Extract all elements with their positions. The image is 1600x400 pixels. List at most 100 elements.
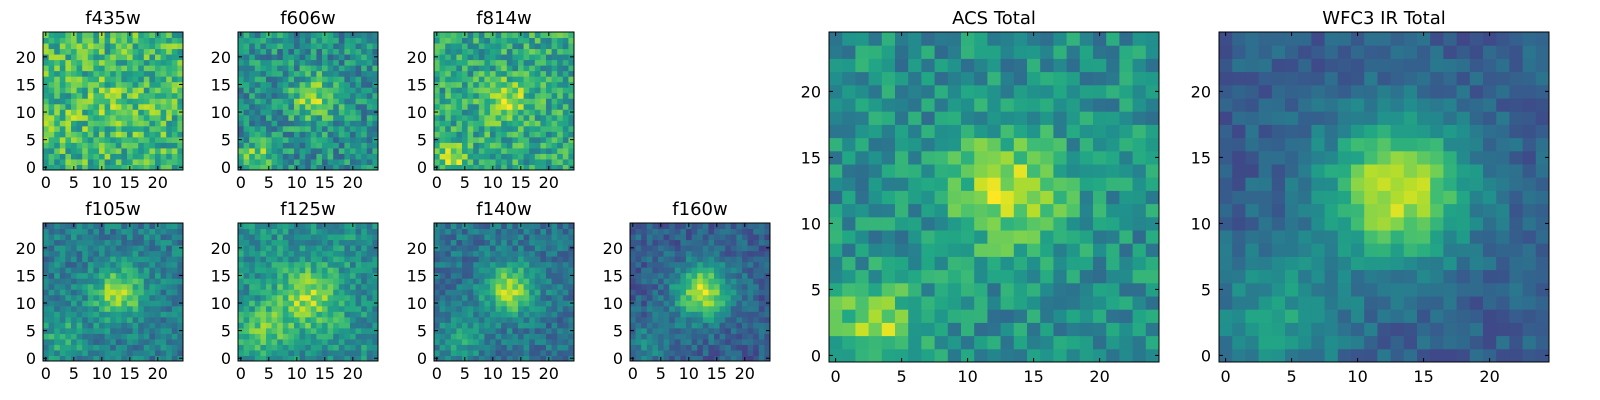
heatmap-cell bbox=[450, 344, 457, 351]
heatmap-cell bbox=[110, 245, 117, 252]
heatmap-cell bbox=[641, 283, 648, 290]
heatmap-cell bbox=[758, 267, 765, 274]
heatmap-cell bbox=[868, 335, 883, 350]
heatmap-cell bbox=[143, 272, 150, 279]
heatmap-cell bbox=[82, 59, 89, 66]
heatmap-cell bbox=[473, 261, 480, 268]
heatmap-cell bbox=[82, 344, 89, 351]
heatmap-cell bbox=[249, 48, 256, 55]
heatmap-cell bbox=[829, 322, 843, 337]
heatmap-cell bbox=[166, 125, 173, 132]
heatmap-cell bbox=[48, 349, 55, 356]
heatmap-cell bbox=[730, 250, 737, 257]
heatmap-cell bbox=[254, 245, 261, 252]
heatmap-cell bbox=[99, 234, 106, 241]
heatmap-cell bbox=[456, 76, 463, 83]
heatmap-cell bbox=[557, 114, 564, 121]
heatmap-cell bbox=[143, 98, 150, 105]
heatmap-cell bbox=[641, 228, 648, 235]
heatmap-cell bbox=[456, 136, 463, 143]
heatmap-cell bbox=[686, 272, 693, 279]
heatmap-cell bbox=[93, 70, 100, 77]
heatmap-cell bbox=[149, 250, 156, 257]
heatmap-cell bbox=[322, 153, 329, 160]
heatmap-cell bbox=[177, 59, 184, 66]
heatmap-cell bbox=[467, 43, 474, 50]
heatmap-cell bbox=[557, 131, 564, 138]
heatmap-cell bbox=[562, 294, 569, 301]
heatmap-cell bbox=[1145, 216, 1160, 231]
heatmap-cell bbox=[87, 311, 94, 318]
heatmap-cell bbox=[243, 54, 250, 61]
heatmap-cell bbox=[641, 256, 648, 263]
heatmap-cell bbox=[143, 153, 150, 160]
heatmap-cell bbox=[160, 261, 167, 268]
heatmap-cell bbox=[43, 48, 50, 55]
heatmap-cell bbox=[82, 147, 89, 154]
heatmap-cell bbox=[518, 338, 525, 345]
heatmap-cell bbox=[842, 216, 856, 231]
heatmap-cell bbox=[529, 267, 536, 274]
heatmap-cell bbox=[518, 234, 525, 241]
heatmap-cell bbox=[76, 158, 83, 165]
heatmap-cell bbox=[266, 228, 273, 235]
heatmap-cell bbox=[243, 87, 250, 94]
heatmap-cell bbox=[277, 76, 284, 83]
heatmap-cell bbox=[299, 305, 306, 312]
heatmap-cell bbox=[719, 289, 726, 296]
heatmap-cell bbox=[238, 92, 245, 99]
heatmap-cell bbox=[829, 243, 843, 257]
heatmap-cell bbox=[266, 272, 273, 279]
heatmap-cell bbox=[160, 289, 167, 296]
heatmap-cell bbox=[473, 338, 480, 345]
heatmap-cell bbox=[1013, 269, 1028, 284]
heatmap-cell bbox=[327, 349, 334, 356]
heatmap-cell bbox=[127, 239, 134, 246]
heatmap-cell bbox=[562, 234, 569, 241]
heatmap-cell bbox=[961, 282, 975, 297]
heatmap-cell bbox=[350, 142, 357, 149]
heatmap-cell bbox=[921, 203, 936, 218]
heatmap-cell bbox=[171, 109, 178, 116]
heatmap-cell bbox=[881, 348, 896, 363]
heatmap-cell bbox=[87, 109, 94, 116]
heatmap-cell bbox=[725, 316, 732, 323]
heatmap-cell bbox=[534, 164, 541, 171]
heatmap-cell bbox=[708, 289, 715, 296]
heatmap-cell bbox=[282, 109, 289, 116]
heatmap-cell bbox=[512, 81, 519, 88]
heatmap-cell bbox=[149, 37, 156, 44]
heatmap-cell bbox=[327, 153, 334, 160]
heatmap-cell bbox=[434, 92, 441, 99]
heatmap-cell bbox=[249, 261, 256, 268]
heatmap-cell bbox=[473, 256, 480, 263]
heatmap-cell bbox=[82, 92, 89, 99]
heatmap-cell bbox=[266, 76, 273, 83]
heatmap-cell bbox=[557, 322, 564, 329]
heatmap-cell bbox=[361, 54, 368, 61]
heatmap-cell bbox=[434, 114, 441, 121]
heatmap-cell bbox=[104, 234, 111, 241]
heatmap-cell bbox=[372, 223, 379, 230]
heatmap-cell bbox=[99, 92, 106, 99]
heatmap-cell bbox=[562, 65, 569, 72]
heatmap-cell bbox=[506, 261, 513, 268]
heatmap-cell bbox=[663, 311, 670, 318]
heatmap-cell bbox=[266, 120, 273, 127]
heatmap-cell bbox=[456, 142, 463, 149]
heatmap-cell bbox=[316, 98, 323, 105]
heatmap-cell bbox=[355, 81, 362, 88]
heatmap-cell bbox=[115, 239, 122, 246]
heatmap-cell bbox=[697, 267, 704, 274]
heatmap-cell bbox=[110, 338, 117, 345]
heatmap-cell bbox=[641, 272, 648, 279]
heatmap-cell bbox=[730, 316, 737, 323]
heatmap-cell bbox=[344, 158, 351, 165]
heatmap-cell bbox=[93, 147, 100, 154]
heatmap-cell bbox=[534, 103, 541, 110]
heatmap-cell bbox=[238, 316, 245, 323]
heatmap-cell bbox=[568, 43, 575, 50]
heatmap-cell bbox=[495, 234, 502, 241]
heatmap-cell bbox=[59, 43, 66, 50]
